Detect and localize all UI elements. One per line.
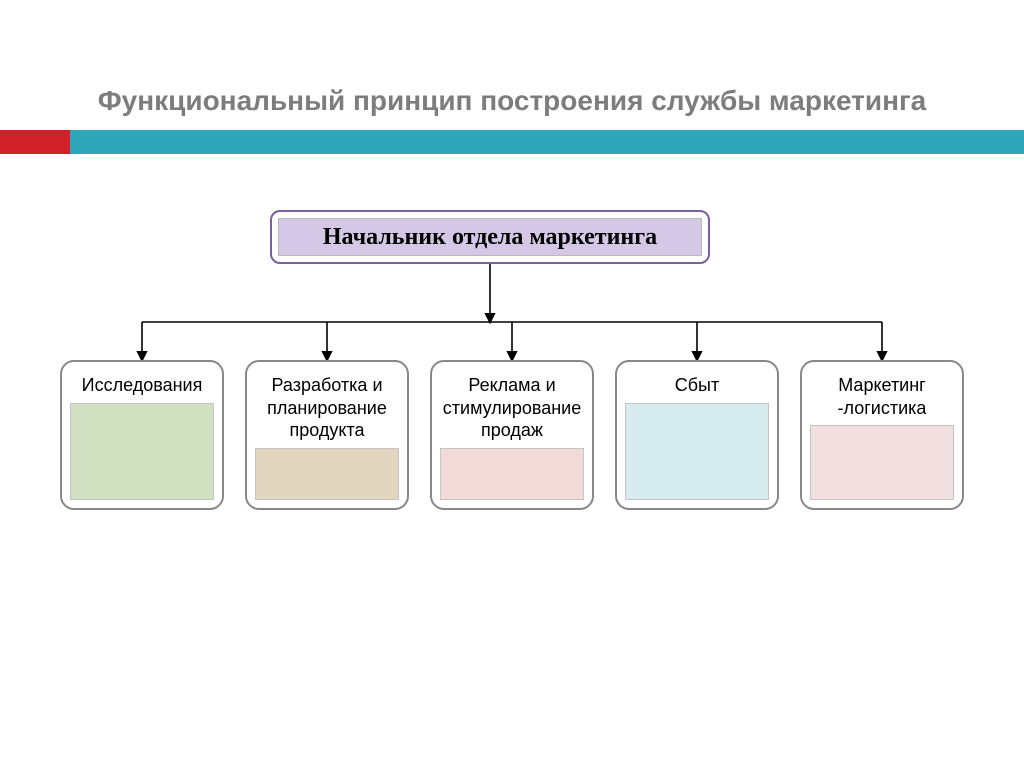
root-node: Начальник отдела маркетинга — [270, 210, 710, 264]
child-node-label: Исследования — [70, 370, 214, 403]
accent-red — [0, 130, 70, 154]
child-node: Реклама и стимулирование продаж — [430, 360, 594, 510]
child-swatch — [810, 425, 954, 500]
child-node: Разработка и планирование продукта — [245, 360, 409, 510]
child-swatch — [255, 448, 399, 501]
child-node: Сбыт — [615, 360, 779, 510]
child-swatch — [625, 403, 769, 501]
page-title: Функциональный принцип построения службы… — [0, 85, 1024, 117]
child-node-label: Маркетинг -логистика — [810, 370, 954, 425]
child-node-label: Реклама и стимулирование продаж — [440, 370, 584, 448]
accent-bar — [0, 130, 1024, 154]
child-node: Исследования — [60, 360, 224, 510]
children-row: Исследования Разработка и планирование пр… — [60, 360, 964, 510]
child-swatch — [70, 403, 214, 501]
child-swatch — [440, 448, 584, 501]
accent-teal — [70, 130, 1024, 154]
child-node: Маркетинг -логистика — [800, 360, 964, 510]
child-node-label: Сбыт — [625, 370, 769, 403]
child-node-label: Разработка и планирование продукта — [255, 370, 399, 448]
root-node-label: Начальник отдела маркетинга — [278, 218, 702, 256]
